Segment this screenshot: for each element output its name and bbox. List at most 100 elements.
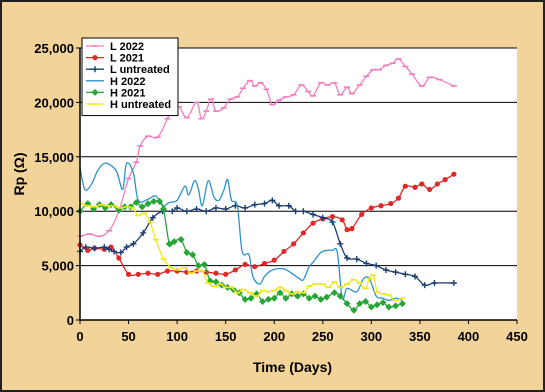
x-tick-label: 350 — [409, 329, 431, 344]
y-tick-label: 15,000 — [34, 150, 74, 165]
data-point — [203, 208, 210, 215]
data-point — [189, 251, 197, 259]
legend-label: H 2021 — [110, 87, 145, 99]
series-h-2021 — [76, 197, 406, 314]
data-point — [330, 289, 338, 297]
data-point — [269, 197, 276, 204]
data-point — [373, 262, 380, 269]
data-point — [398, 300, 406, 308]
data-point — [232, 267, 238, 273]
data-point — [145, 270, 151, 276]
data-point — [160, 205, 168, 213]
series-l-2021 — [77, 171, 457, 277]
data-point — [155, 271, 161, 277]
data-point — [300, 230, 306, 236]
data-point — [281, 248, 287, 255]
data-point — [276, 202, 283, 209]
data-point — [317, 295, 325, 303]
data-point — [252, 264, 258, 270]
data-point — [310, 211, 317, 218]
data-point — [132, 198, 140, 206]
data-point — [412, 273, 419, 280]
data-point — [323, 293, 331, 301]
legend-item-h-untreated: H untreated — [86, 99, 171, 111]
data-point — [412, 184, 418, 190]
x-axis-title: Time (Days) — [253, 359, 332, 375]
tick-labels: 0 50 100 150 200 250 300 350 400 450 0 5,000 10,000 1… — [34, 41, 528, 344]
data-point — [242, 204, 249, 211]
data-point — [138, 203, 146, 211]
data-point — [402, 183, 408, 189]
legend-label: H untreated — [110, 99, 171, 111]
data-point — [261, 260, 268, 267]
data-point — [91, 245, 98, 252]
legend-item-l-2021: L 2021 — [86, 53, 144, 65]
data-point — [379, 299, 387, 307]
data-point — [339, 217, 345, 223]
data-point — [450, 280, 457, 287]
legend-item-l-untreated: L untreated — [86, 64, 170, 76]
data-point — [276, 289, 284, 297]
data-point — [212, 204, 219, 211]
data-point — [282, 294, 290, 302]
x-tick-label: 200 — [263, 329, 285, 344]
x-tick-label: 250 — [312, 329, 334, 344]
legend-label: H 2022 — [110, 76, 145, 88]
data-point — [305, 294, 313, 302]
data-point — [368, 205, 374, 211]
x-tick-label: 150 — [215, 329, 237, 344]
axes — [76, 47, 518, 324]
data-point — [362, 298, 370, 306]
data-point — [156, 197, 164, 205]
data-point — [402, 271, 409, 278]
data-point — [169, 208, 176, 215]
data-point — [451, 171, 457, 177]
data-point — [350, 306, 358, 314]
data-point — [125, 271, 132, 277]
data-point — [174, 204, 181, 211]
data-point — [310, 220, 316, 226]
data-point — [200, 261, 208, 269]
data-point — [382, 266, 389, 273]
data-point — [251, 201, 258, 208]
y-tick-label: 0 — [67, 313, 74, 328]
data-point — [344, 227, 350, 233]
data-point — [343, 300, 351, 308]
y-axis-title: Rp (Ω) — [11, 152, 27, 195]
data-point — [123, 244, 130, 251]
data-point — [170, 238, 178, 246]
data-point — [140, 229, 147, 236]
data-point — [373, 301, 381, 309]
data-point — [378, 203, 384, 209]
data-point — [419, 181, 425, 187]
data-point — [311, 292, 319, 300]
legend-item-h-2022: H 2022 — [86, 76, 145, 88]
legend-marker — [92, 55, 98, 61]
data-point — [359, 211, 365, 218]
legend-label: L 2022 — [110, 41, 144, 53]
data-point — [427, 186, 433, 193]
data-point — [183, 249, 191, 257]
data-point — [285, 202, 292, 209]
data-point — [385, 303, 393, 311]
data-point — [164, 268, 170, 274]
data-point — [392, 269, 399, 276]
data-point — [193, 206, 200, 213]
data-point — [241, 295, 249, 303]
legend-label: L 2021 — [110, 53, 144, 65]
data-point — [300, 208, 307, 215]
legend-marker — [91, 88, 99, 96]
data-point — [395, 195, 402, 201]
data-point — [144, 200, 152, 208]
legend-label: L untreated — [110, 64, 170, 76]
legend-item-h-2021: H 2021 — [86, 87, 145, 99]
data-point — [356, 300, 364, 308]
legend-item-l-2022: L 2022 — [86, 41, 144, 53]
x-tick-label: 100 — [166, 329, 188, 344]
data-point — [388, 200, 394, 207]
data-point — [130, 240, 137, 247]
data-point — [261, 200, 268, 207]
x-tick-label: 0 — [76, 329, 83, 344]
